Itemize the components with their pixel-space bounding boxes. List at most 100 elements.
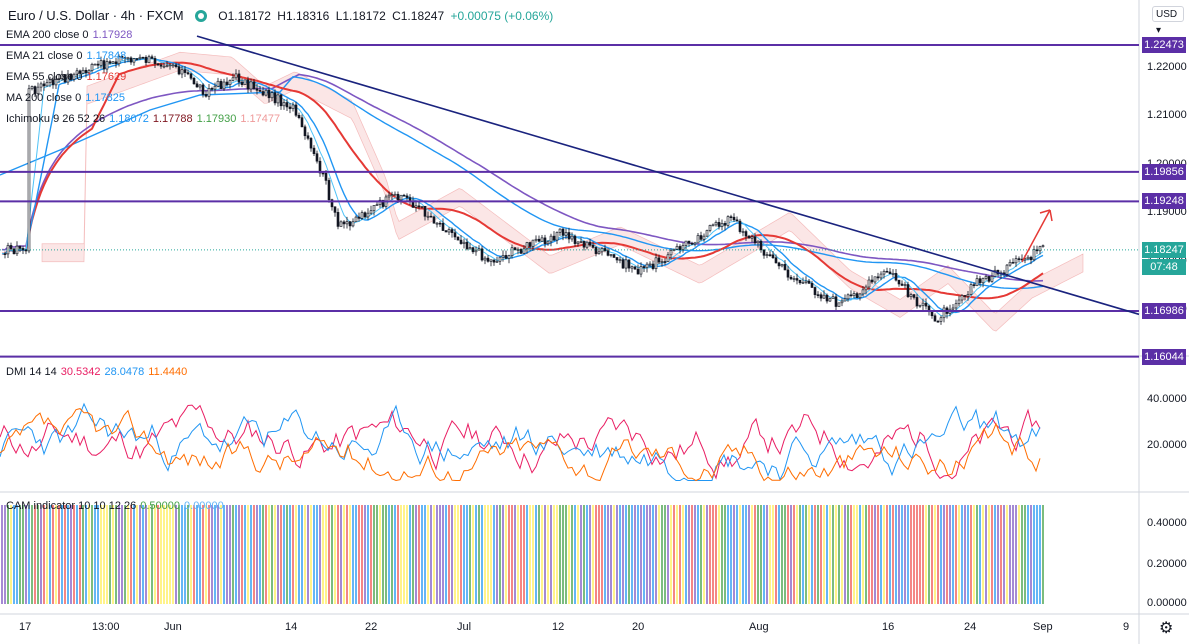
candle-body [612, 254, 616, 258]
candle-body [111, 61, 115, 64]
ema55-line [1, 61, 1044, 300]
legend-value: 1.17928 [92, 29, 133, 41]
candle-body [1008, 262, 1012, 266]
candle-body [762, 249, 766, 256]
candle-body [891, 273, 895, 275]
candle-body [513, 247, 517, 250]
candle-body [738, 220, 742, 232]
candle-body [807, 280, 811, 284]
candle-body [561, 228, 565, 236]
candle-body [324, 173, 328, 181]
close-value: C1.18247 [392, 9, 445, 23]
indicator-legend[interactable]: EMA 55 close 0 1.17629 [6, 71, 130, 83]
candle-body [183, 69, 187, 73]
candle-body [567, 232, 571, 240]
candle-body [1038, 246, 1042, 252]
candle-body [387, 194, 391, 198]
candle-body [462, 241, 466, 244]
trendline[interactable] [196, 35, 1140, 316]
candle-body [984, 276, 988, 279]
candle-body [933, 315, 937, 322]
symbol-title[interactable]: Euro / U.S. Dollar · 4h · FXCM [8, 8, 184, 23]
candle-body [399, 194, 403, 201]
candle-body [801, 281, 805, 284]
candle-body [102, 60, 106, 70]
candle-body [675, 246, 679, 250]
candle-body [204, 94, 208, 97]
candle-body [252, 81, 256, 90]
candle-body [861, 289, 865, 295]
candle-body [582, 241, 586, 248]
indicator-legend[interactable]: CAM indicator 10 10 12 26 0.50000 0.00000 [6, 500, 228, 512]
candle-body [627, 259, 631, 269]
candle-body [21, 248, 25, 251]
candle-body [549, 235, 553, 243]
price-tick-label: 1.19000 [1147, 206, 1187, 219]
legend-value: 1.17848 [86, 50, 127, 62]
candle-body [222, 81, 226, 90]
candle-body [468, 247, 472, 250]
candle-body [438, 222, 442, 225]
candle-body [207, 88, 211, 97]
forecast-arrow[interactable] [1021, 209, 1051, 263]
candle-body [618, 259, 622, 261]
indicator-legend[interactable]: EMA 21 close 0 1.17848 [6, 50, 130, 62]
candle-body [906, 284, 910, 297]
candle-body [753, 236, 757, 244]
candle-body [309, 138, 313, 149]
candle-body [594, 247, 598, 254]
candle-body [921, 302, 925, 306]
candle-body [303, 126, 307, 137]
candle-body [345, 221, 349, 225]
candle-body [294, 104, 298, 116]
candle-body [588, 241, 592, 246]
candle-body [771, 254, 775, 259]
indicator-legend[interactable]: Ichimoku 9 26 52 26 1.18072 1.17788 1.17930… [6, 113, 284, 125]
candle-body [357, 216, 361, 219]
candle-body [327, 180, 331, 200]
candle-body [867, 279, 871, 288]
candle-body [573, 235, 577, 244]
candle-body [165, 65, 169, 68]
indicator-legend[interactable]: DMI 14 14 30.5342 28.0478 11.4440 [6, 366, 191, 378]
candle-body [657, 257, 661, 263]
candle-body [339, 221, 343, 227]
candle-body [138, 56, 142, 60]
candle-body [456, 236, 460, 241]
currency-select[interactable]: USD ▾ [1152, 6, 1184, 36]
time-tick-label: Jul [457, 621, 472, 633]
time-tick-label: 16 [882, 621, 895, 633]
indicator-legend[interactable]: EMA 200 close 0 1.17928 [6, 29, 136, 41]
candle-body [885, 270, 889, 273]
candle-body [633, 266, 637, 270]
time-tick-label: Aug [749, 621, 769, 633]
candle-body [663, 261, 667, 263]
candle-body [120, 56, 124, 58]
candle-body [507, 255, 511, 259]
ohlc-values: O1.18172 H1.18316 L1.18172 C1.18247 +0.0… [218, 9, 556, 23]
candle-body [312, 147, 316, 155]
candle-body [804, 280, 808, 283]
settings-gear-icon[interactable]: ⚙ [1159, 620, 1174, 637]
candle-body [960, 295, 964, 301]
candle-body [297, 114, 301, 119]
candle-body [261, 91, 265, 96]
candle-body [543, 237, 547, 245]
candle-body [42, 83, 46, 87]
candle-body [792, 278, 796, 280]
candle-body [12, 248, 16, 255]
legend-label: EMA 55 close 0 [6, 71, 83, 83]
candle-body [504, 255, 508, 259]
candle-body [519, 249, 523, 254]
candle-body [930, 311, 934, 317]
indicator-legend[interactable]: MA 200 close 0 1.17825 [6, 92, 129, 104]
candle-body [783, 264, 787, 271]
dmi-tick-label: 40.0000 [1147, 393, 1187, 405]
candle-body [723, 223, 727, 226]
candle-body [654, 257, 658, 269]
candle-body [714, 222, 718, 226]
candle-body [144, 56, 148, 63]
candle-body [189, 73, 193, 79]
candle-body [39, 83, 43, 88]
